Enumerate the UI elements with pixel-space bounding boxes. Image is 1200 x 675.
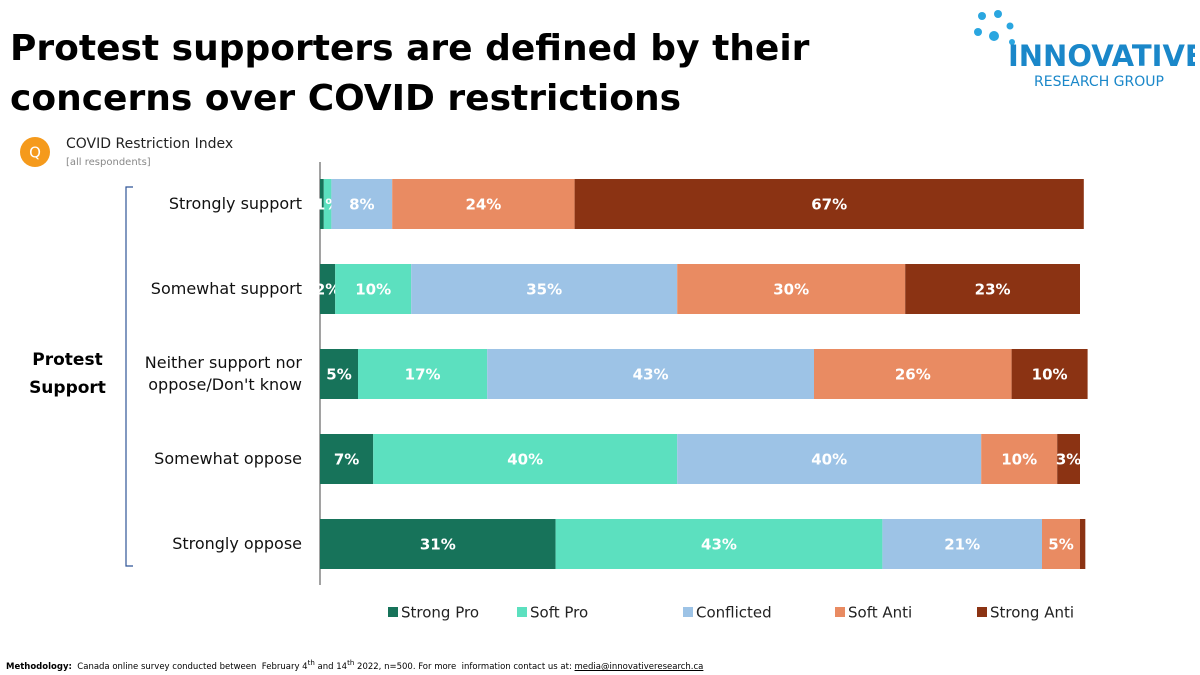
bar-segment [882, 519, 1042, 569]
bar-segment [373, 434, 678, 484]
legend-swatch [835, 607, 845, 617]
data-label: 31% [420, 536, 456, 554]
legend-swatch [683, 607, 693, 617]
y-tick-label: Somewhat oppose [154, 449, 302, 468]
badge: Q [29, 144, 41, 162]
data-label: 3% [1056, 451, 1081, 469]
data-label: 8% [349, 196, 374, 214]
legend-label: Strong Anti [990, 604, 1074, 622]
footer-text: 2022, n=500. For more information contac… [354, 661, 575, 672]
bar-segment [677, 434, 982, 484]
chart-subtitle: [all respondents] [66, 157, 151, 168]
legend-label: Conflicted [696, 604, 772, 622]
data-label: 43% [701, 536, 737, 554]
y-tick-label: Strongly support [168, 194, 302, 213]
bar-segment [392, 179, 575, 229]
badge-circle [20, 137, 50, 167]
data-label: 35% [526, 281, 562, 299]
bar-segment [574, 179, 1084, 229]
y-tick-label: Neither support nor oppose/Don't know [144, 353, 302, 394]
y-axis-label: Protest Support [29, 350, 106, 398]
data-label: 30% [773, 281, 809, 299]
bar-segment [1057, 434, 1080, 484]
data-label: 23% [975, 281, 1011, 299]
logo-dot [989, 31, 999, 41]
bar-segment [981, 434, 1058, 484]
bar-segment [320, 349, 358, 399]
footer-text: and 14 [314, 661, 348, 672]
data-label: 2% [315, 281, 340, 299]
logo-sub: RESEARCH GROUP [1034, 74, 1164, 90]
bar-segment [1011, 349, 1088, 399]
logo-name: INNOVATIVE [1008, 39, 1195, 73]
bar-segment [1080, 519, 1086, 569]
y-tick-label: Strongly oppose [172, 534, 302, 553]
data-label: 67% [811, 196, 847, 214]
data-label: 40% [811, 451, 847, 469]
logo-dot [1009, 39, 1015, 45]
logo-dot [978, 12, 986, 20]
bar-segment [335, 264, 412, 314]
data-label: 17% [405, 366, 441, 384]
y-tick-label: Somewhat support [150, 279, 302, 298]
data-label: 5% [326, 366, 351, 384]
footer-label: Methodology: [6, 661, 72, 672]
chart: Q COVID Restriction Index [all responden… [20, 136, 1088, 622]
footer-link[interactable]: media@innovativeresearch.ca [574, 661, 704, 672]
bar-segment [320, 179, 324, 229]
legend-label: Soft Pro [530, 604, 588, 622]
footer-sup: th [347, 658, 355, 667]
bar-segment [814, 349, 1012, 399]
logo-dot [1006, 22, 1014, 30]
bar-segment [320, 519, 556, 569]
data-label: 43% [633, 366, 669, 384]
bracket [125, 186, 133, 567]
data-label: 10% [1032, 366, 1068, 384]
bar-segment [677, 264, 906, 314]
footer: Methodology: Canada online survey conduc… [6, 658, 703, 672]
logo-dot [974, 28, 982, 36]
bar-segment [320, 264, 336, 314]
legend-swatch [977, 607, 987, 617]
data-label: 10% [355, 281, 391, 299]
bar-segment [555, 519, 883, 569]
logo-dot [994, 10, 1002, 18]
legend-swatch [388, 607, 398, 617]
chart-title: COVID Restriction Index [66, 136, 233, 152]
legend-swatch [517, 607, 527, 617]
bar-segment [411, 264, 678, 314]
data-label: 40% [507, 451, 543, 469]
footer-sup: th [307, 658, 315, 667]
footer-text: Canada online survey conducted between F… [77, 661, 308, 672]
bar-segment [331, 179, 393, 229]
data-label: 24% [465, 196, 501, 214]
data-label: 21% [944, 536, 980, 554]
bar-segment [1042, 519, 1080, 569]
data-label: 26% [895, 366, 931, 384]
data-label: 10% [1001, 451, 1037, 469]
data-label: 7% [334, 451, 359, 469]
logo: INNOVATIVE RESEARCH GROUP [974, 10, 1195, 90]
bar-segment [905, 264, 1080, 314]
bar-segment [323, 179, 332, 229]
bar-segment [358, 349, 488, 399]
data-label: 5% [1048, 536, 1073, 554]
legend-label: Strong Pro [401, 604, 479, 622]
bar-segment [320, 434, 374, 484]
legend-label: Soft Anti [848, 604, 912, 622]
title: Protest supporters are defined by their … [10, 28, 810, 119]
bar-segment [487, 349, 814, 399]
